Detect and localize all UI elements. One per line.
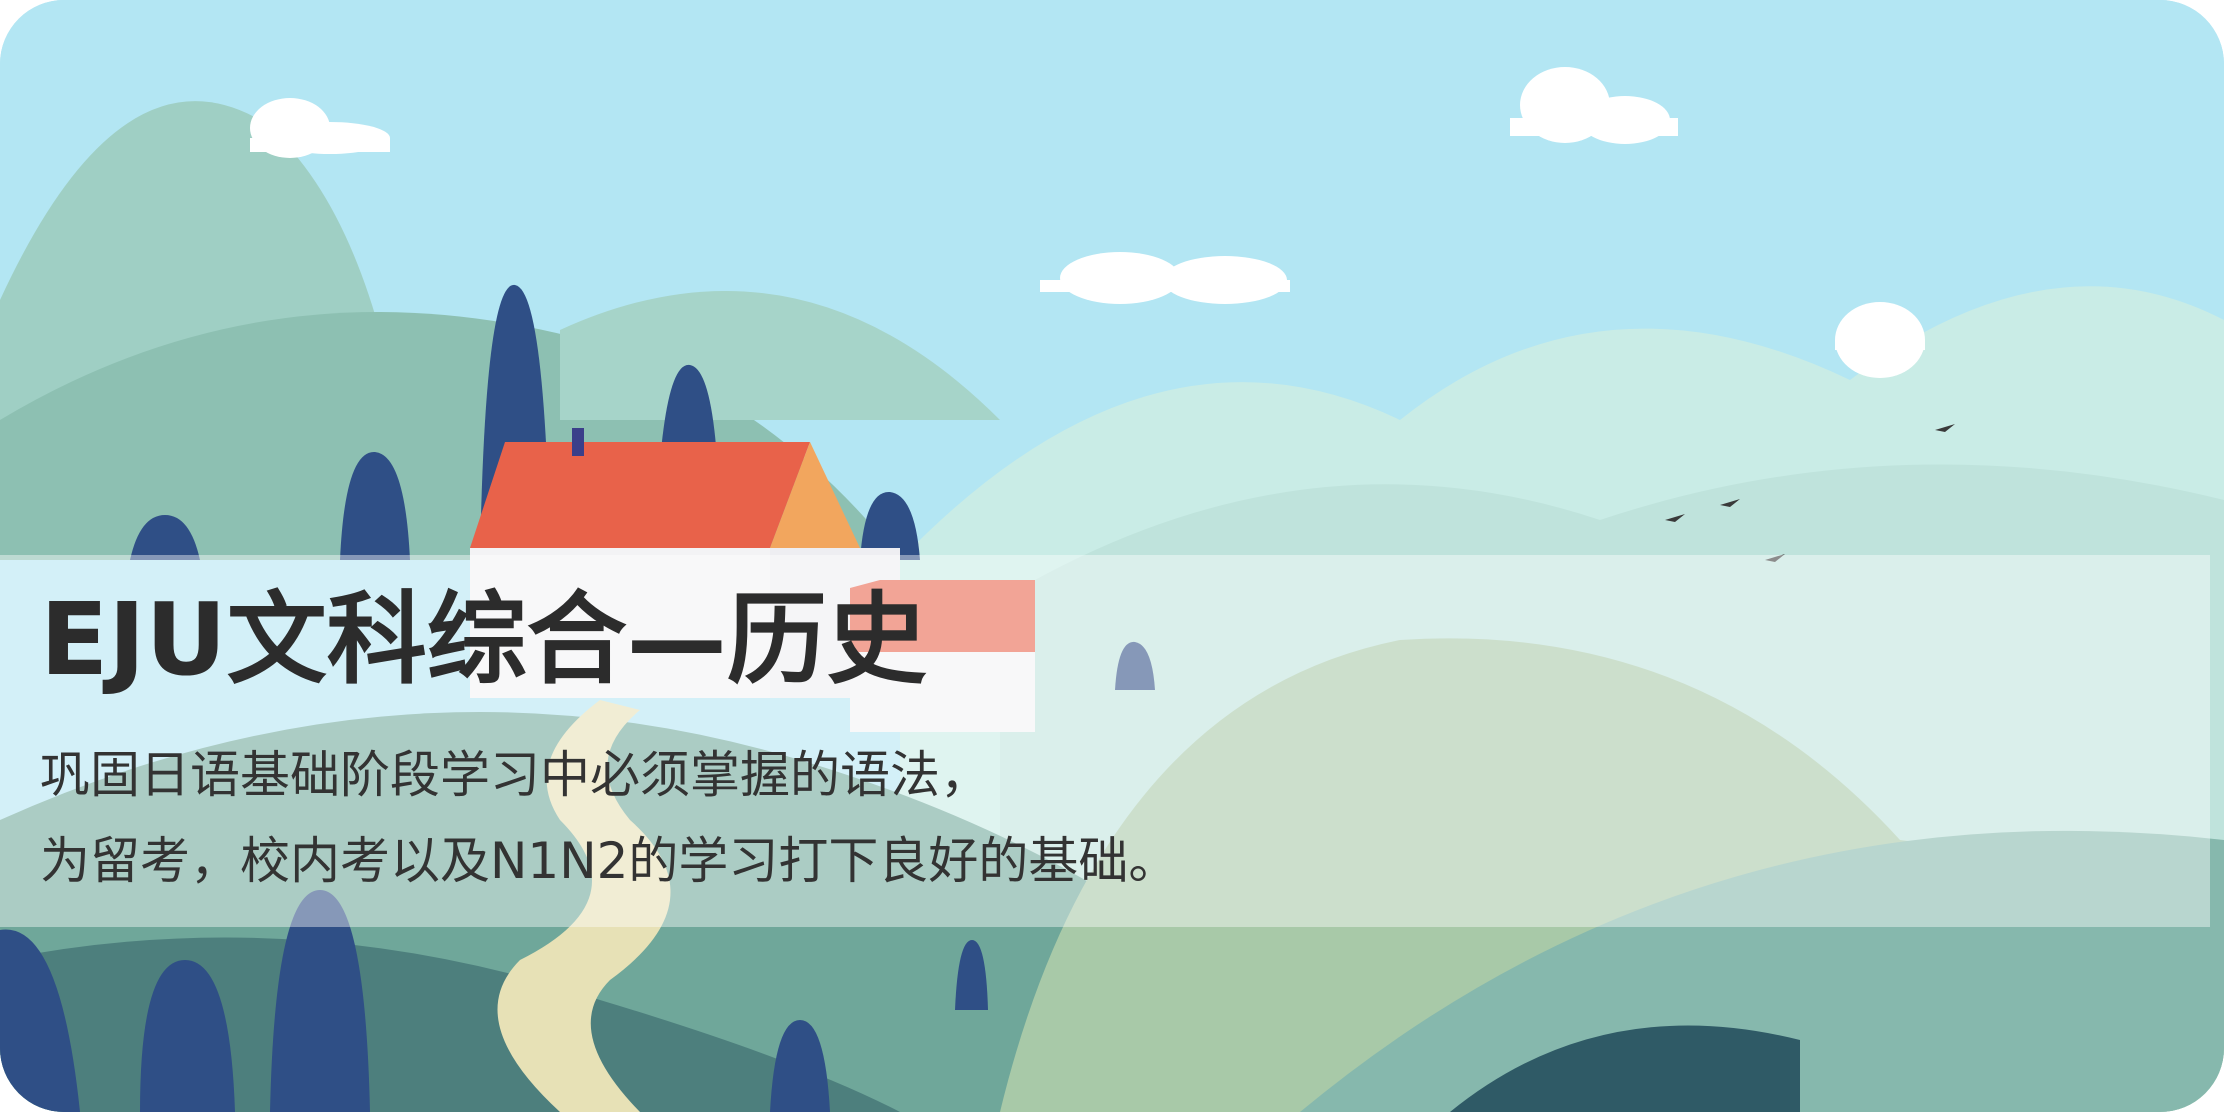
course-description-line-1: 巩固日语基础阶段学习中必须掌握的语法， <box>40 746 990 804</box>
house <box>470 428 1035 732</box>
course-description-line-2: 为留考，校内考以及N1N2的学习打下良好的基础。 <box>40 832 1179 890</box>
birds <box>1665 424 1955 562</box>
cloud-shapes <box>250 67 1925 378</box>
text-overlay-panel <box>0 555 2210 927</box>
course-title: EJU文科综合—历史 <box>40 581 927 698</box>
